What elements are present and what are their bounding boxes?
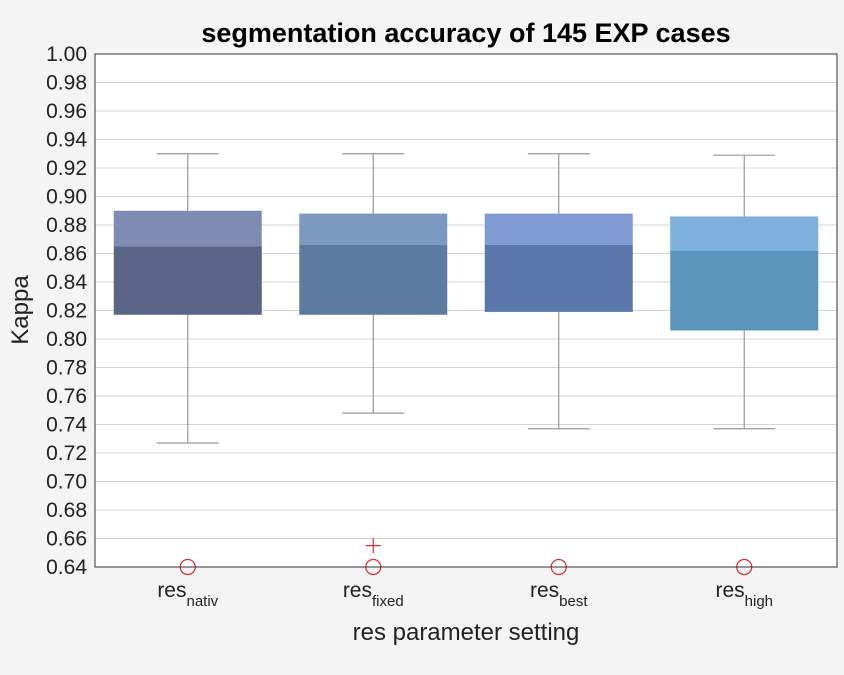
y-tick-label: 0.74 xyxy=(46,414,87,437)
y-axis-ticks: 0.64 0.66 0.68 0.70 0.72 0.74 0.76 0.78 0.80 0.82… xyxy=(46,43,87,579)
chart-title: segmentation accuracy of 145 EXP cases xyxy=(201,18,730,48)
x-tick-label: resbest xyxy=(530,579,588,610)
box-2 xyxy=(484,153,633,430)
y-tick-label: 0.92 xyxy=(46,157,87,180)
x-tick-label: resnativ xyxy=(157,579,218,610)
box-lower-quartile xyxy=(299,244,448,315)
y-tick-label: 0.76 xyxy=(46,385,87,408)
box-lower-quartile xyxy=(484,244,633,312)
y-tick-label: 0.94 xyxy=(46,129,87,152)
y-tick-label: 0.66 xyxy=(46,528,87,551)
y-tick-label: 1.00 xyxy=(46,43,87,66)
y-axis-label: Kappa xyxy=(7,275,34,345)
y-tick-label: 0.64 xyxy=(46,556,87,579)
x-axis-label: res parameter setting xyxy=(353,619,580,646)
y-tick-label: 0.98 xyxy=(46,72,87,95)
y-tick-label: 0.90 xyxy=(46,186,87,209)
box-1 xyxy=(299,153,448,414)
boxes xyxy=(113,153,819,444)
y-tick-label: 0.70 xyxy=(46,471,87,494)
box-0 xyxy=(113,153,262,444)
box-3 xyxy=(670,154,819,430)
y-tick-label: 0.84 xyxy=(46,271,87,294)
x-axis-ticks: resnativ resfixed resbest reshigh xyxy=(157,579,773,610)
box-lower-quartile xyxy=(113,246,262,315)
x-tick-label: resfixed xyxy=(343,579,404,610)
y-tick-label: 0.82 xyxy=(46,300,87,323)
y-tick-label: 0.68 xyxy=(46,499,87,522)
y-tick-label: 0.88 xyxy=(46,214,87,237)
y-tick-label: 0.80 xyxy=(46,328,87,351)
y-tick-label: 0.96 xyxy=(46,100,87,123)
y-tick-label: 0.86 xyxy=(46,243,87,266)
box-lower-quartile xyxy=(670,250,819,331)
x-tick-label: reshigh xyxy=(715,579,773,610)
box-upper-quartile xyxy=(113,210,262,247)
box-upper-quartile xyxy=(670,216,819,251)
plot-frame xyxy=(94,53,838,568)
box-upper-quartile xyxy=(299,213,448,245)
y-tick-label: 0.72 xyxy=(46,442,87,465)
y-tick-label: 0.78 xyxy=(46,357,87,380)
box-upper-quartile xyxy=(484,213,633,245)
